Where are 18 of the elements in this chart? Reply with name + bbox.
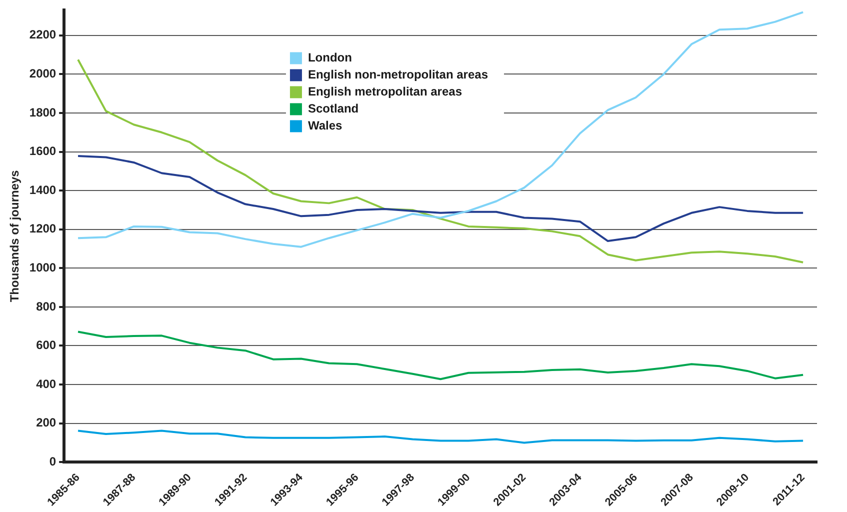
y-tick-label: 1000 [29,260,56,274]
y-tick-label: 200 [36,416,56,430]
y-tick-label: 1600 [29,144,56,158]
y-tick-label: 400 [36,376,56,391]
y-tick-label: 800 [36,299,56,314]
legend-label: Wales [308,118,343,133]
y-tick-label: 1200 [29,222,56,236]
legend-label: Scotland [308,102,359,116]
y-tick-label: 1800 [29,105,56,120]
y-tick-label: 2000 [29,66,56,81]
legend-label: English metropolitan areas [308,84,462,99]
y-tick-label: 1400 [29,182,56,197]
legend-label: London [308,50,352,65]
legend-label: English non-metropolitan areas [308,68,488,82]
y-tick-label: 600 [36,338,56,352]
y-tick-label: 2200 [29,28,56,42]
y-tick-label: 0 [49,454,56,468]
y-axis-title: Thousands of journeys [8,170,22,302]
